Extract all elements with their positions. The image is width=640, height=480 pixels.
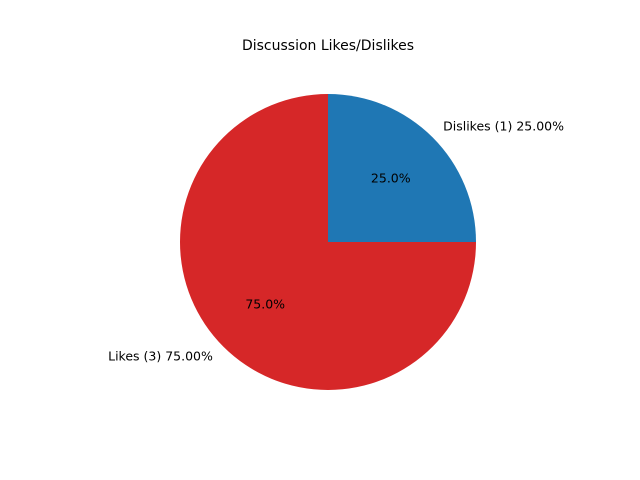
pie-slice xyxy=(328,94,476,242)
pie-slice xyxy=(180,94,476,390)
slice-percent-label: 75.0% xyxy=(245,296,285,311)
slice-percent-label: 25.0% xyxy=(371,171,411,186)
slice-label: Dislikes (1) 25.00% xyxy=(443,118,564,133)
pie-slices xyxy=(180,94,476,390)
pie-labels: Dislikes (1) 25.00% 25.0% Likes (3) 75.00%… xyxy=(108,118,564,363)
slice-label: Likes (3) 75.00% xyxy=(108,349,213,364)
chart-title: Discussion Likes/Dislikes xyxy=(242,38,414,54)
